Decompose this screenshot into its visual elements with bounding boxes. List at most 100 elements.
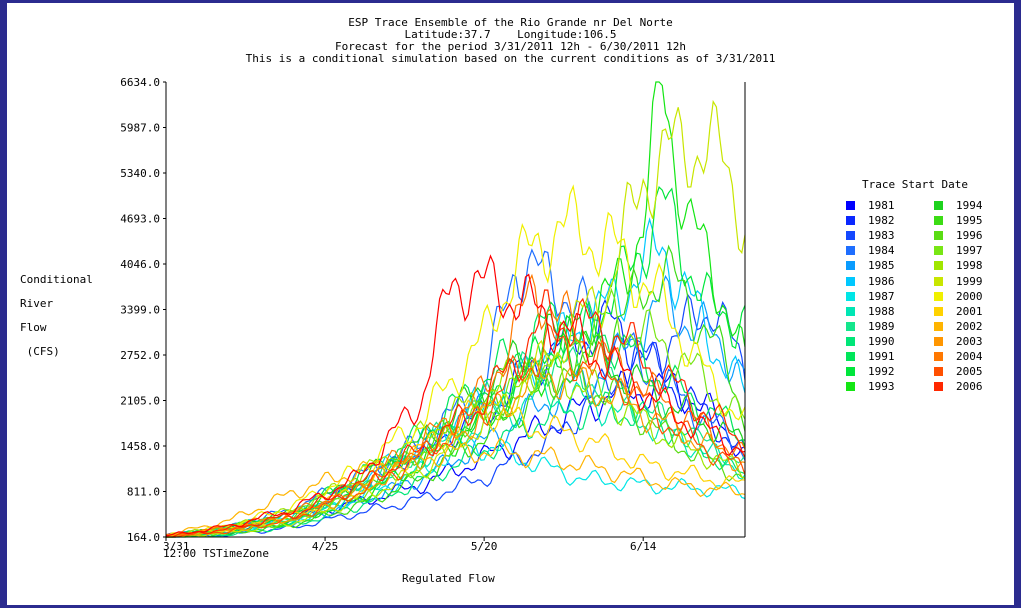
legend-item: 1999 — [934, 274, 983, 289]
legend-swatch — [846, 336, 855, 346]
legend-swatch — [934, 261, 943, 271]
legend-swatch — [846, 246, 855, 256]
y-tick-label: 4046.0 — [120, 258, 160, 271]
legend-item: 1987 — [846, 289, 895, 304]
legend-item: 1991 — [846, 349, 895, 364]
legend-label: 1984 — [868, 244, 895, 258]
legend-item: 1994 — [934, 198, 983, 213]
series-line-2004 — [165, 273, 746, 536]
legend-item: 1983 — [846, 228, 895, 243]
title-line-1: ESP Trace Ensemble of the Rio Grande nr … — [348, 16, 673, 29]
legend-label: 2005 — [956, 365, 983, 379]
y-tick-label: 3399.0 — [120, 304, 160, 317]
series-line-1999 — [166, 99, 746, 538]
legend-swatch — [846, 352, 855, 361]
legend-swatch — [934, 352, 943, 361]
legend-swatch — [846, 367, 855, 377]
x-tick-label: 5/20 — [471, 540, 498, 553]
legend-item: 1988 — [846, 304, 895, 319]
legend-item: 2004 — [934, 349, 983, 364]
x-tick-label: 3/31 — [163, 540, 190, 553]
legend-swatch — [934, 321, 943, 331]
series-line-1995 — [166, 244, 746, 538]
y-axis-label-line: (CFS) — [20, 345, 60, 358]
legend-label: 1993 — [868, 380, 895, 394]
legend-item: 2005 — [934, 364, 983, 379]
legend-label: 1981 — [868, 199, 895, 212]
series-line-1982 — [165, 298, 746, 538]
legend-label: 1990 — [868, 334, 895, 348]
y-axis-label-line: River — [20, 297, 54, 310]
y-axis-label-line: Conditional — [20, 273, 93, 286]
legend-item: 2000 — [934, 289, 983, 304]
legend-label: 2003 — [956, 334, 983, 348]
legend-swatch — [934, 231, 943, 241]
legend-label: 1999 — [956, 274, 983, 288]
y-tick-label: 4693.0 — [120, 213, 160, 226]
series-line-2007 — [165, 254, 746, 537]
y-tick-label: 5987.0 — [120, 122, 160, 135]
legend-label: 1992 — [868, 365, 895, 379]
title-line-4: This is a conditional simulation based o… — [245, 52, 776, 65]
legend-label: 1985 — [868, 259, 895, 273]
series-line-1981 — [165, 370, 746, 536]
y-axis-label-line: Flow — [20, 321, 47, 334]
legend-swatch — [934, 216, 943, 226]
legend-item: 1998 — [934, 258, 983, 273]
legend-label: 1998 — [956, 259, 983, 273]
legend-swatch — [934, 382, 943, 392]
legend-item: 1997 — [934, 243, 983, 258]
legend-label: 2000 — [956, 289, 983, 303]
y-tick-label: 5340.0 — [120, 167, 160, 180]
legend-item: 2001 — [934, 304, 983, 319]
y-tick-label: 2105.0 — [120, 395, 160, 408]
legend-item: 1986 — [846, 274, 895, 289]
y-axis-label: Conditional River Flow (CFS) — [20, 268, 93, 364]
series-line-1983 — [166, 293, 746, 538]
y-tick-label: 6634.0 — [120, 76, 160, 89]
legend-swatch — [846, 276, 855, 286]
title-line-2: Latitude:37.7 Longitude:106.5 — [404, 28, 617, 41]
legend-swatch — [934, 367, 943, 377]
series-line-1998 — [166, 349, 746, 538]
series-line-2002 — [165, 437, 746, 538]
legend-label: 1986 — [868, 274, 895, 288]
legend-item: 1996 — [934, 228, 983, 243]
title-line-3: Forecast for the period 3/31/2011 12h - … — [335, 40, 686, 53]
series-line-1993 — [165, 81, 746, 538]
legend-label: 1995 — [956, 214, 983, 228]
y-tick-label: 1458.0 — [120, 440, 160, 453]
legend-item: 1985 — [846, 258, 895, 273]
legend-item: 1984 — [846, 243, 895, 258]
legend-label: 1994 — [956, 199, 983, 212]
legend-label: 1991 — [868, 350, 895, 363]
legend-swatch — [846, 382, 855, 392]
x-tick-label: 4/25 — [312, 540, 339, 553]
y-tick-label: 2752.0 — [120, 349, 160, 362]
legend-item: 2003 — [934, 334, 983, 349]
legend-label: 1997 — [956, 244, 983, 258]
series-line-2005 — [165, 322, 746, 538]
legend-swatch — [934, 276, 943, 286]
legend-label: 1988 — [868, 304, 895, 318]
legend-swatch — [846, 291, 855, 301]
x-axis-label: Regulated Flow — [402, 572, 495, 585]
legend-swatch — [934, 306, 943, 316]
legend-label: 1983 — [868, 229, 895, 243]
legend-swatch — [934, 246, 943, 256]
series-line-2000 — [165, 184, 746, 537]
legend-item: 1981 — [846, 198, 895, 213]
legend-swatch — [846, 201, 855, 210]
legend-item: 1989 — [846, 319, 895, 334]
legend-item: 2006 — [934, 379, 983, 394]
legend-swatch — [846, 321, 855, 331]
legend-swatch — [846, 231, 855, 241]
legend-label: 1982 — [868, 214, 895, 228]
legend-item: 1993 — [846, 379, 895, 394]
legend-item: 1995 — [934, 213, 983, 228]
x-axis-sublabel: 12:00 TSTimeZone — [163, 547, 269, 560]
legend-label: 1987 — [868, 289, 895, 303]
legend-item: 1990 — [846, 334, 895, 349]
x-tick-label: 6/14 — [630, 540, 657, 553]
